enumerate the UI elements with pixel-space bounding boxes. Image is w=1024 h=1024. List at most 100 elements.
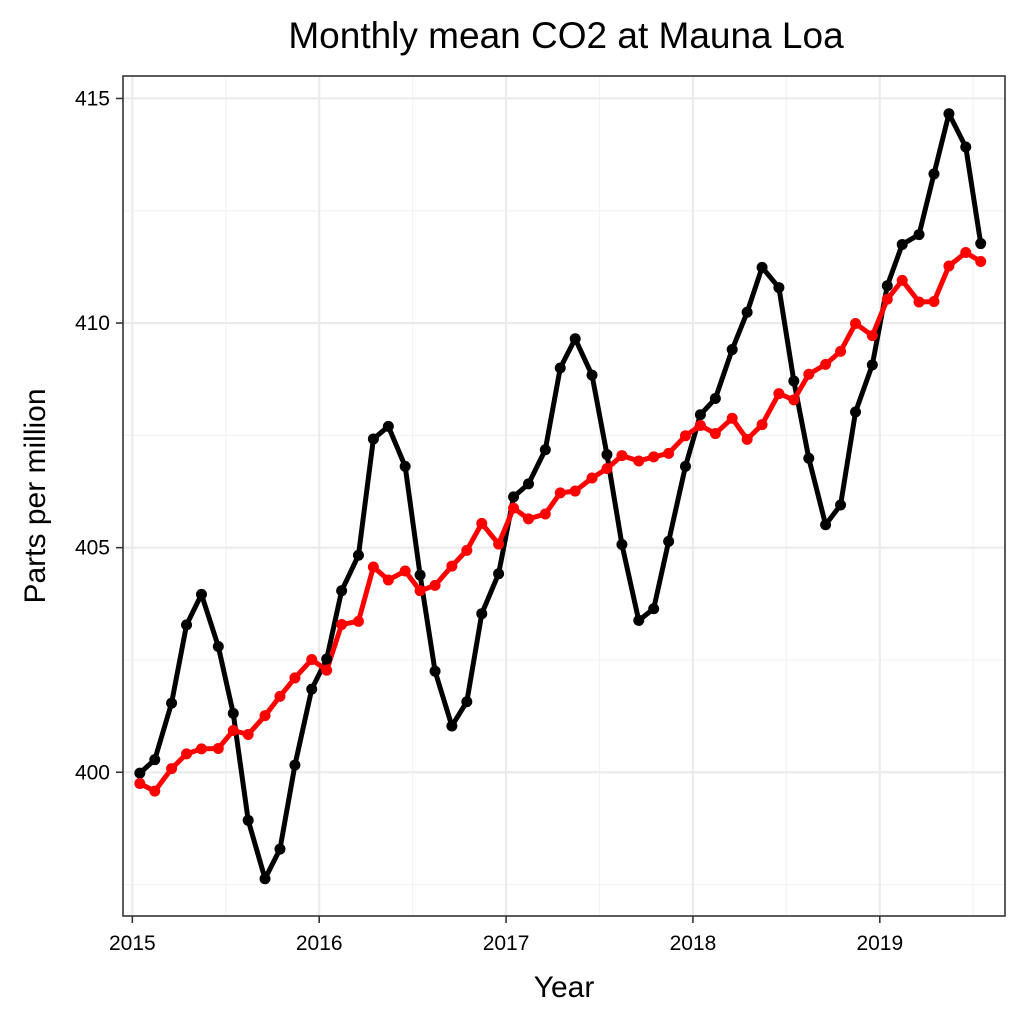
data-point-series-2 [446,560,458,572]
data-point-series-2 [975,256,987,268]
data-point-series-2 [429,579,441,591]
data-point-series-1 [756,261,768,273]
data-point-series-1 [788,375,800,387]
data-point-series-1 [476,608,488,620]
data-point-series-2 [726,412,738,424]
data-point-series-1 [399,460,411,472]
data-point-series-1 [461,696,473,708]
data-point-series-1 [633,614,645,626]
data-point-series-2 [166,763,178,775]
data-point-series-2 [773,388,785,400]
data-point-series-1 [539,444,551,456]
data-point-series-2 [306,654,318,666]
data-point-series-1 [694,409,706,421]
data-point-series-1 [679,460,691,472]
data-point-series-1 [913,229,925,241]
data-point-series-2 [881,293,893,305]
data-point-series-1 [367,433,379,445]
data-point-series-2 [181,748,193,760]
data-point-series-2 [539,508,551,520]
data-point-series-1 [149,754,161,766]
data-point-series-2 [134,777,146,789]
data-point-series-1 [803,452,815,464]
data-point-series-1 [709,393,721,405]
data-point-series-2 [321,664,333,676]
data-point-series-2 [756,419,768,431]
data-point-series-1 [414,569,426,581]
data-point-series-1 [866,359,878,371]
panel-border [122,75,1006,917]
data-point-series-2 [648,451,660,463]
data-point-series-2 [803,368,815,380]
x-tick-label: 2019 [856,932,903,955]
data-point-series-1 [881,280,893,292]
data-point-series-1 [493,568,505,580]
data-point-series-1 [508,491,520,503]
y-tick-label: 415 [75,87,110,110]
data-point-series-2 [679,430,691,442]
data-point-series-2 [242,729,254,741]
data-point-series-2 [336,618,348,630]
data-point-series-1 [960,141,972,153]
y-tick-label: 405 [75,537,110,560]
data-point-series-2 [149,785,161,797]
data-point-series-1 [835,499,847,511]
data-point-series-2 [896,274,908,286]
data-point-series-2 [554,487,566,499]
data-point-series-2 [633,455,645,467]
data-point-series-1 [195,588,207,600]
data-point-series-1 [850,406,862,418]
data-point-series-1 [601,449,613,461]
data-point-series-2 [866,330,878,342]
data-point-series-2 [569,485,581,497]
data-point-series-2 [709,428,721,440]
data-point-series-1 [227,707,239,719]
data-point-series-1 [259,873,271,885]
data-point-series-1 [181,619,193,631]
data-point-series-2 [367,561,379,573]
data-point-series-2 [943,260,955,272]
data-point-series-2 [960,247,972,259]
data-point-series-1 [569,333,581,345]
y-tick-label: 410 [75,312,110,335]
data-point-series-1 [726,344,738,356]
data-point-series-2 [493,538,505,550]
data-point-series-1 [274,843,286,855]
x-tick-label: 2016 [296,932,343,955]
data-point-series-1 [928,168,940,180]
data-point-series-2 [663,447,675,459]
data-point-series-2 [195,743,207,755]
data-point-series-1 [321,653,333,665]
data-point-series-1 [429,665,441,677]
data-point-series-1 [896,238,908,250]
data-point-series-2 [586,472,598,484]
data-point-series-1 [554,362,566,374]
data-point-series-2 [259,710,271,722]
y-tick-label: 400 [75,761,110,784]
data-point-series-2 [835,345,847,357]
plot-points [134,108,987,885]
x-axis-label: Year [534,971,595,1004]
y-axis-label: Parts per million [19,388,52,603]
y-axis: 400 405 410 415 [75,87,123,784]
x-tick-label: 2015 [109,932,156,955]
data-point-series-1 [741,306,753,318]
data-point-series-1 [773,282,785,294]
data-point-series-1 [382,420,394,432]
data-point-series-2 [694,419,706,431]
data-point-series-2 [820,358,832,370]
data-point-series-1 [820,519,832,531]
data-point-series-1 [446,720,458,732]
data-point-series-2 [382,574,394,586]
data-point-series-2 [414,585,426,597]
data-point-series-1 [943,108,955,120]
data-point-series-2 [352,615,364,627]
data-point-series-2 [616,450,628,462]
data-point-series-2 [476,517,488,529]
data-point-series-2 [289,672,301,684]
data-point-series-2 [227,724,239,736]
data-point-series-2 [928,296,940,307]
data-point-series-1 [523,478,534,490]
data-point-series-1 [166,697,178,709]
data-point-series-2 [741,433,753,445]
